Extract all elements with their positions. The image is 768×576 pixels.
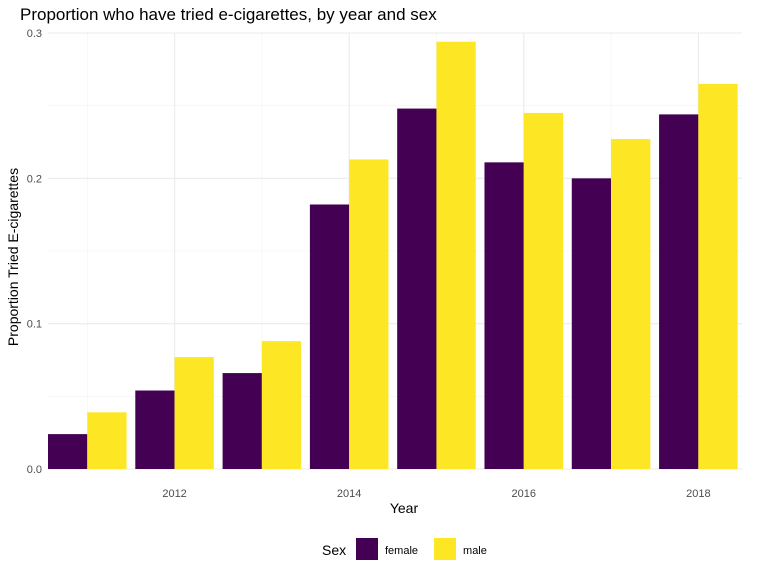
bar-female-2017 (571, 178, 612, 470)
legend-label-male: male (463, 545, 487, 557)
bar-female-2013 (222, 373, 262, 469)
y-tick-label: 0.2 (27, 173, 42, 185)
bar-female-2011 (48, 434, 88, 469)
x-tick-label: 2018 (686, 488, 710, 500)
bar-male-2018 (698, 83, 738, 469)
bar-male-2016 (523, 112, 564, 469)
bar-female-2014 (309, 204, 350, 469)
x-axis-tick-labels: 2012 2014 2016 2018 (162, 488, 710, 500)
bars (48, 41, 738, 470)
y-tick-label: 0.1 (27, 319, 42, 331)
bar-female-2012 (135, 390, 175, 469)
y-tick-label: 0.0 (27, 464, 42, 476)
bar-male-2015 (436, 41, 476, 469)
y-axis-tick-labels: 0.0 0.1 0.2 0.3 (27, 28, 42, 476)
bar-female-2018 (659, 114, 699, 470)
x-tick-label: 2014 (337, 488, 361, 500)
legend-key-male (434, 538, 457, 560)
bar-male-2017 (611, 139, 651, 470)
x-tick-label: 2012 (162, 488, 186, 500)
legend-title: Sex (322, 542, 346, 558)
x-axis-title: Year (390, 500, 419, 516)
legend-key-female (356, 538, 378, 560)
chart-title: Proportion who have tried e-cigarettes, … (20, 5, 437, 24)
bar-female-2015 (397, 108, 437, 469)
bar-male-2014 (349, 159, 389, 469)
bar-male-2011 (87, 412, 127, 469)
legend: Sex female male (322, 538, 487, 560)
x-tick-label: 2016 (512, 488, 536, 500)
legend-label-female: female (385, 545, 418, 557)
bar-male-2013 (261, 341, 302, 469)
bar-female-2016 (484, 162, 524, 469)
bar-male-2012 (174, 357, 214, 469)
y-tick-label: 0.3 (27, 28, 42, 40)
y-axis-title: Proportion Tried E-cigarettes (5, 168, 21, 346)
